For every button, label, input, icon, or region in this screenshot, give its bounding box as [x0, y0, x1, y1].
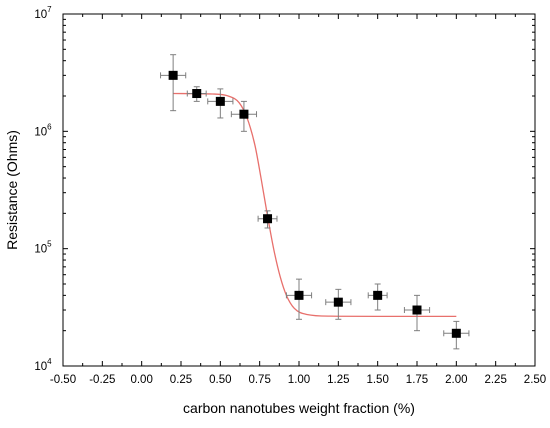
data-point-marker — [215, 96, 225, 106]
x-tick-label: 1.75 — [406, 374, 428, 386]
y-axis-title: Resistance (Ohms) — [4, 130, 20, 250]
y-tick-exponent: 5 — [47, 240, 52, 249]
y-axis-ticks: 104 105 106 107 — [34, 5, 535, 373]
y-tick-exponent: 4 — [47, 357, 52, 366]
y-tick-label: 105 — [34, 240, 52, 256]
y-tick-exponent: 6 — [47, 122, 52, 131]
data-point-marker — [412, 305, 422, 315]
x-tick-label: -0.25 — [89, 374, 115, 386]
plot-frame — [62, 13, 536, 367]
data-point-marker — [294, 290, 304, 300]
y-tick-label: 106 — [34, 122, 52, 138]
data-point-marker — [451, 328, 461, 338]
x-axis-title: carbon nanotubes weight fraction (%) — [183, 400, 415, 416]
fit-curve-group — [173, 92, 457, 317]
x-tick-label: 0.25 — [170, 374, 192, 386]
x-tick-label: 1.50 — [366, 374, 388, 386]
data-point-marker — [239, 109, 249, 119]
data-points-group — [168, 70, 461, 338]
x-tick-label: 2.50 — [524, 374, 546, 386]
x-tick-label: 1.00 — [288, 374, 310, 386]
y-tick-label: 107 — [34, 5, 52, 21]
x-tick-label: 0.50 — [209, 374, 231, 386]
x-tick-label: 0.75 — [248, 374, 270, 386]
y-tick-exponent: 7 — [47, 5, 52, 14]
data-point-marker — [263, 214, 273, 224]
x-tick-label: -0.50 — [50, 374, 76, 386]
y-tick-label: 104 — [34, 357, 52, 373]
x-axis-ticks: -0.50 -0.25 0.00 0.25 0.50 0.75 1.00 1.25 1.50 1.… — [50, 14, 546, 386]
x-tick-label: 2.25 — [484, 374, 506, 386]
error-bars-group — [160, 54, 470, 350]
error-bar-0 — [160, 54, 187, 112]
x-tick-label: 1.25 — [327, 374, 349, 386]
x-tick-label: 0.00 — [130, 374, 152, 386]
x-tick-label: 2.00 — [445, 374, 467, 386]
data-point-marker — [373, 290, 383, 300]
data-point-marker — [333, 297, 343, 307]
data-point-marker — [168, 70, 178, 80]
fit-curve-line — [173, 92, 457, 317]
data-point-marker — [192, 89, 202, 99]
